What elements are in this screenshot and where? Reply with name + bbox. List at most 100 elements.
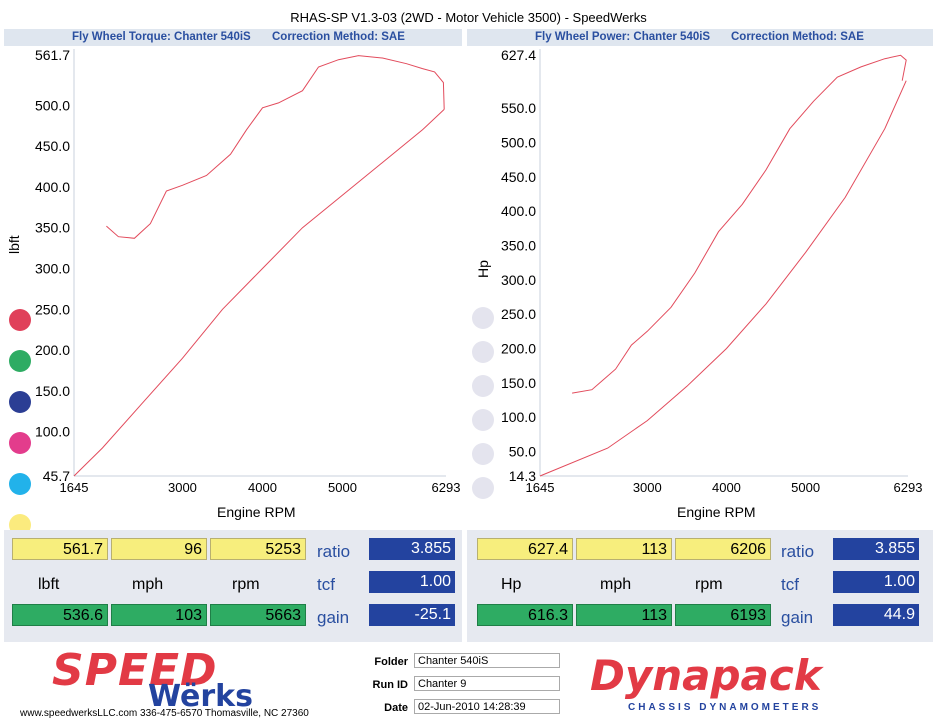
power-ytick-label: 500.0 (501, 134, 536, 150)
power-ytick-label: 300.0 (501, 272, 536, 288)
power-xtick-label: 3000 (633, 480, 662, 495)
power-ytick-label: 14.3 (509, 468, 536, 484)
power-ytick-label: 200.0 (501, 340, 536, 356)
power-legend-dot[interactable] (472, 443, 494, 465)
power-ytick-label: 250.0 (501, 306, 536, 322)
torque-xtick-label: 6293 (432, 480, 461, 495)
torque-base-value: 536.6 (12, 604, 108, 626)
left-correction-method: Correction Method: SAE (272, 31, 405, 43)
torque-legend-dot[interactable] (9, 309, 31, 331)
power-rpm-base-value: 6193 (675, 604, 771, 626)
torque-ytick-label: 500.0 (35, 97, 70, 113)
power-ytick-label: 450.0 (501, 169, 536, 185)
peak-power-value: 627.4 (477, 538, 573, 560)
mph-base-value: 103 (111, 604, 207, 626)
right-header-bar: Fly Wheel Power: Chanter 540iS Correctio… (467, 29, 933, 46)
torque-readout-panel: 561.7 96 5253 ratio 3.855 lbft mph rpm t… (4, 530, 462, 642)
power-legend-dot[interactable] (472, 307, 494, 329)
dynapack-subtitle: CHASSIS DYNAMOMETERS (628, 702, 822, 713)
power-ytick-label: 100.0 (501, 409, 536, 425)
date-label: Date (384, 702, 408, 714)
torque-ytick-label: 100.0 (35, 424, 70, 440)
torque-ytick-label: 150.0 (35, 383, 70, 399)
power-x-axis-title: Engine RPM (677, 504, 756, 520)
runid-label: Run ID (372, 679, 408, 691)
power-ratio-label: ratio (781, 542, 815, 561)
power-xtick-label: 4000 (712, 480, 741, 495)
power-legend-dot[interactable] (472, 477, 494, 499)
power-tcf-label: tcf (781, 575, 799, 594)
torque-xtick-label: 3000 (168, 480, 197, 495)
speedwerks-logo-speed: SPEED (52, 645, 218, 696)
torque-x-axis-title: Engine RPM (217, 504, 296, 520)
torque-ytick-label: 45.7 (43, 468, 70, 484)
gain-label: gain (317, 608, 350, 627)
footer: SPEED Wërks www.speedwerksLLC.com 336-47… (0, 645, 937, 720)
power-ytick-label: 550.0 (501, 100, 536, 116)
gain-value: -25.1 (369, 604, 455, 626)
power-mph-base-value: 113 (576, 604, 672, 626)
power-series-line (539, 80, 907, 477)
torque-ytick-label: 561.7 (35, 47, 70, 63)
power-series-line (572, 54, 907, 394)
left-chart-title: Fly Wheel Torque: Chanter 540iS (72, 31, 251, 43)
ratio-label: ratio (317, 542, 351, 561)
dynapack-logo: Dynapack (590, 651, 822, 700)
power-ratio-value: 3.855 (833, 538, 919, 560)
torque-xtick-label: 1645 (60, 480, 89, 495)
peak-rpm-value: 5253 (210, 538, 306, 560)
right-chart-title: Fly Wheel Power: Chanter 540iS (535, 31, 711, 43)
speedwerks-logo-werks: Wërks (148, 679, 253, 714)
date-value: 02-Jun-2010 14:28:39 (414, 699, 560, 714)
torque-xtick-label: 4000 (248, 480, 277, 495)
power-chart: 627.4 550.0 500.0 450.0 400.0 350.0 300.0 250.0… (467, 46, 935, 530)
torque-ytick-label: 350.0 (35, 220, 70, 236)
peak-power-mph-value: 113 (576, 538, 672, 560)
power-unit-rpm: rpm (695, 576, 723, 593)
torque-chart: 561.7 500.0 450.0 400.0 350.0 300.0 250.0 200.0… (0, 46, 465, 530)
power-ytick-label: 400.0 (501, 203, 536, 219)
rpm-base-value: 5663 (210, 604, 306, 626)
torque-series-line (73, 109, 445, 477)
power-y-axis-title: Hp (475, 260, 491, 278)
folder-label: Folder (374, 656, 408, 668)
unit-hp: Hp (501, 576, 522, 593)
power-gain-value: 44.9 (833, 604, 919, 626)
torque-legend-dot[interactable] (9, 473, 31, 495)
peak-torque-value: 561.7 (12, 538, 108, 560)
torque-ytick-label: 300.0 (35, 261, 70, 277)
folder-value: Chanter 540iS (414, 653, 560, 668)
torque-y-axis-title: lbft (6, 235, 22, 254)
torque-ytick-label: 250.0 (35, 301, 70, 317)
power-base-value: 616.3 (477, 604, 573, 626)
power-legend-dot[interactable] (472, 341, 494, 363)
unit-rpm: rpm (232, 576, 260, 593)
power-xtick-label: 5000 (791, 480, 820, 495)
unit-lbft: lbft (38, 576, 60, 593)
power-xtick-label: 1645 (526, 480, 555, 495)
power-legend-dot[interactable] (472, 409, 494, 431)
power-legend-dot[interactable] (472, 375, 494, 397)
power-ytick-label: 627.4 (501, 47, 536, 63)
torque-legend-dot[interactable] (9, 350, 31, 372)
power-plot-svg: 627.4 550.0 500.0 450.0 400.0 350.0 300.0 250.0… (472, 47, 922, 499)
runid-value: Chanter 9 (414, 676, 560, 691)
power-tcf-value: 1.00 (833, 571, 919, 593)
torque-xtick-label: 5000 (328, 480, 357, 495)
torque-legend-dot[interactable] (9, 432, 31, 454)
torque-plot-svg: 561.7 500.0 450.0 400.0 350.0 300.0 250.0 200.0… (9, 47, 461, 530)
tcf-label: tcf (317, 575, 335, 594)
window-title: RHAS-SP V1.3-03 (2WD - Motor Vehicle 350… (290, 10, 647, 25)
left-header-bar: Fly Wheel Torque: Chanter 540iS Correcti… (4, 29, 462, 46)
tcf-value: 1.00 (369, 571, 455, 593)
torque-legend-dot[interactable] (9, 391, 31, 413)
peak-power-rpm-value: 6206 (675, 538, 771, 560)
power-ytick-label: 150.0 (501, 375, 536, 391)
power-ytick-label: 350.0 (501, 237, 536, 253)
torque-legend-dot[interactable] (9, 514, 31, 530)
power-gain-label: gain (781, 608, 814, 627)
torque-ytick-label: 400.0 (35, 179, 70, 195)
ratio-value: 3.855 (369, 538, 455, 560)
unit-mph: mph (132, 576, 164, 593)
peak-mph-value: 96 (111, 538, 207, 560)
